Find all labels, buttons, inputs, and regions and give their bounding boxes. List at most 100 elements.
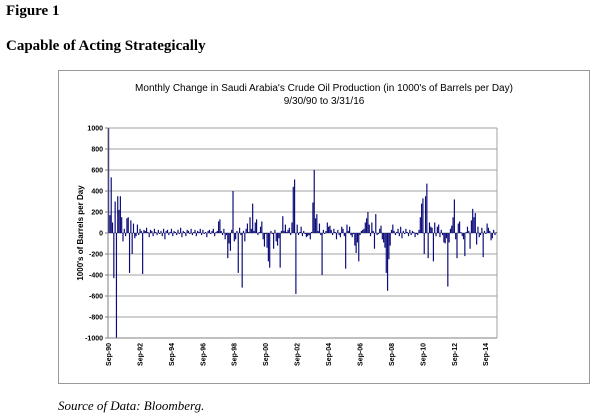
- bar: [316, 214, 318, 233]
- bar: [173, 230, 175, 233]
- bar: [439, 233, 441, 238]
- y-axis-label: 1000's of Barrels per Day: [76, 185, 85, 281]
- bar: [198, 231, 200, 233]
- bar: [320, 233, 322, 236]
- bar: [354, 233, 356, 246]
- bar: [135, 233, 137, 237]
- bar: [109, 215, 111, 233]
- bar: [161, 233, 163, 237]
- bar: [118, 209, 120, 233]
- bar: [478, 233, 480, 238]
- bar: [284, 224, 286, 233]
- bar: [434, 222, 436, 233]
- bar: [482, 233, 484, 258]
- y-tick-label: 1000: [87, 126, 103, 133]
- bar: [303, 230, 305, 233]
- bar: [241, 233, 243, 288]
- bar: [170, 228, 173, 233]
- bar: [435, 233, 437, 237]
- bar: [421, 203, 423, 233]
- bar: [254, 222, 256, 233]
- x-tick-label: Sep-90: [106, 343, 113, 366]
- bar: [381, 233, 383, 240]
- bar: [384, 233, 386, 248]
- bar: [136, 224, 138, 233]
- bar: [263, 233, 266, 247]
- bar: [153, 228, 156, 233]
- bar: [470, 220, 472, 233]
- bar: [269, 233, 271, 268]
- bar: [426, 183, 428, 233]
- bar: [300, 226, 302, 233]
- bar: [231, 229, 233, 233]
- x-tick-label: Sep-04: [326, 343, 333, 366]
- bar: [155, 231, 157, 233]
- bar: [489, 230, 491, 233]
- bar: [349, 226, 351, 233]
- bar: [191, 233, 193, 236]
- y-tick-label: -400: [89, 273, 103, 280]
- bar: [415, 233, 417, 235]
- bar: [322, 229, 324, 233]
- bar: [126, 218, 128, 233]
- bar: [405, 228, 407, 233]
- bar: [406, 231, 408, 233]
- bar: [246, 223, 249, 233]
- bar: [127, 217, 129, 233]
- bar: [242, 230, 245, 233]
- bar: [330, 229, 332, 233]
- bar: [292, 186, 294, 233]
- bar: [186, 229, 188, 233]
- bar: [335, 233, 338, 240]
- bar: [296, 224, 298, 233]
- bar: [178, 233, 180, 235]
- bar: [111, 222, 114, 233]
- bar: [440, 229, 442, 233]
- bar: [304, 233, 306, 235]
- bar: [202, 229, 204, 233]
- bar: [460, 231, 462, 233]
- bar: [402, 230, 404, 233]
- bar: [443, 233, 445, 243]
- bar: [392, 224, 394, 233]
- bar: [372, 230, 374, 233]
- bar: [386, 233, 389, 291]
- bar: [396, 231, 398, 233]
- bar: [328, 226, 330, 233]
- bar: [117, 196, 119, 233]
- bar: [185, 233, 187, 237]
- bar: [233, 233, 235, 242]
- bar: [208, 229, 211, 233]
- bar: [279, 233, 281, 268]
- bar: [325, 230, 327, 233]
- bar: [494, 233, 496, 236]
- bar: [123, 228, 125, 233]
- bar: [401, 233, 403, 239]
- bar: [383, 233, 385, 243]
- bar: [479, 233, 482, 236]
- bar: [122, 233, 124, 242]
- bar: [371, 222, 373, 233]
- bar: [232, 191, 234, 233]
- bar: [397, 228, 399, 233]
- bar: [203, 233, 205, 235]
- bar: [428, 222, 431, 233]
- bar: [359, 233, 361, 236]
- bar: [190, 228, 192, 233]
- bar: [301, 233, 304, 237]
- y-tick-label: 800: [91, 147, 103, 154]
- bar: [253, 230, 255, 233]
- bar: [151, 230, 153, 233]
- bar: [110, 177, 112, 233]
- bar: [459, 221, 461, 233]
- bars: [108, 128, 497, 338]
- bar: [299, 231, 301, 233]
- bar: [207, 230, 209, 233]
- bar: [485, 233, 487, 235]
- bar: [314, 218, 317, 233]
- bar: [216, 230, 218, 233]
- bar: [248, 231, 250, 233]
- bar: [334, 231, 336, 233]
- bar: [476, 233, 478, 245]
